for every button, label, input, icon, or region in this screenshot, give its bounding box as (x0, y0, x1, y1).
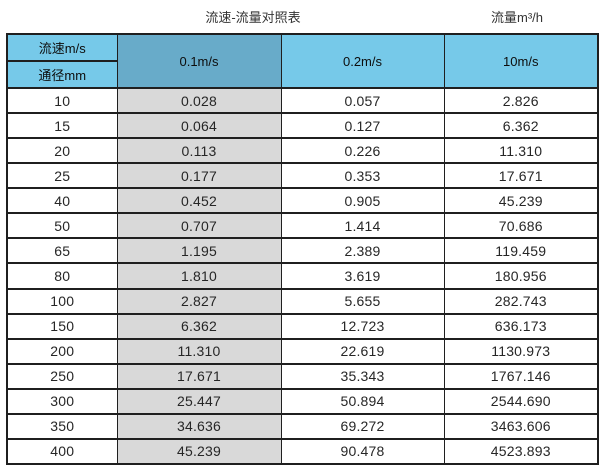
flow-10ms-cell: 70.686 (443, 212, 599, 240)
flow-0-1ms-cell: 45.239 (116, 437, 282, 466)
header-col-10ms: 10m/s (443, 33, 599, 89)
table-row: 150 6.362 12.723 636.173 (6, 312, 599, 340)
diameter-cell: 80 (6, 262, 118, 290)
flow-unit-label: 流量m³/h (490, 10, 544, 25)
table-title: 流速-流量对照表 (205, 10, 301, 25)
flow-0-2ms-cell: 90.478 (280, 437, 445, 466)
table-row: 40 0.452 0.905 45.239 (6, 187, 599, 215)
flow-0-2ms-cell: 3.619 (280, 262, 445, 290)
flow-10ms-cell: 6.362 (443, 112, 599, 140)
flow-0-2ms-cell: 35.343 (280, 362, 445, 390)
table-body: 10 0.028 0.057 2.826 15 0.064 0.127 6.362 20 0.11… (6, 86, 599, 466)
flow-0-2ms-cell: 22.619 (280, 337, 445, 365)
flow-0-1ms-cell: 1.810 (116, 262, 282, 290)
flow-0-2ms-cell: 50.894 (280, 387, 445, 415)
diameter-cell: 65 (6, 237, 118, 265)
diameter-cell: 25 (6, 162, 118, 190)
diameter-cell: 15 (6, 112, 118, 140)
flow-0-1ms-cell: 6.362 (116, 312, 282, 340)
table-row: 200 11.310 22.619 1130.973 (6, 337, 599, 365)
flow-0-1ms-cell: 0.113 (116, 137, 282, 165)
diameter-cell: 100 (6, 287, 118, 315)
header-col-0-1ms: 0.1m/s (116, 33, 282, 89)
flow-0-2ms-cell: 12.723 (280, 312, 445, 340)
table-row: 65 1.195 2.389 119.459 (6, 237, 599, 265)
flow-0-2ms-cell: 5.655 (280, 287, 445, 315)
header-row-diameter: 通径mm (6, 60, 598, 89)
table-row: 10 0.028 0.057 2.826 (6, 86, 599, 115)
flow-0-1ms-cell: 0.452 (116, 187, 282, 215)
flow-0-2ms-cell: 0.226 (280, 137, 445, 165)
flow-0-1ms-cell: 0.064 (116, 112, 282, 140)
flow-10ms-cell: 2.826 (443, 86, 599, 115)
table-row: 100 2.827 5.655 282.743 (6, 287, 599, 315)
header-col-0-2ms: 0.2m/s (280, 33, 445, 89)
flow-0-1ms-cell: 0.028 (116, 86, 282, 115)
table-row: 80 1.810 3.619 180.956 (6, 262, 599, 290)
flow-10ms-cell: 17.671 (443, 162, 599, 190)
flow-10ms-cell: 180.956 (443, 262, 599, 290)
table-row: 300 25.447 50.894 2544.690 (6, 387, 599, 415)
table-header: 流速m/s 0.1m/s 0.2m/s 10m/s 通径mm (6, 33, 599, 89)
flow-0-1ms-cell: 11.310 (116, 337, 282, 365)
diameter-cell: 20 (6, 137, 118, 165)
flow-0-2ms-cell: 0.127 (280, 112, 445, 140)
table-row: 250 17.671 35.343 1767.146 (6, 362, 599, 390)
diameter-cell: 200 (6, 337, 118, 365)
table-row: 20 0.113 0.226 11.310 (6, 137, 599, 165)
flow-0-2ms-cell: 69.272 (280, 412, 445, 440)
table-row: 350 34.636 69.272 3463.606 (6, 412, 599, 440)
table-row: 50 0.707 1.414 70.686 (6, 212, 599, 240)
diameter-cell: 250 (6, 362, 118, 390)
flow-10ms-cell: 1130.973 (443, 337, 599, 365)
diameter-cell: 40 (6, 187, 118, 215)
flow-0-1ms-cell: 0.707 (116, 212, 282, 240)
table-row: 25 0.177 0.353 17.671 (6, 162, 599, 190)
flow-10ms-cell: 1767.146 (443, 362, 599, 390)
flow-10ms-cell: 3463.606 (443, 412, 599, 440)
diameter-cell: 400 (6, 437, 118, 466)
flow-10ms-cell: 4523.893 (443, 437, 599, 466)
flow-velocity-table: 流速m/s 0.1m/s 0.2m/s 10m/s 通径mm 10 0.028 0.… (6, 33, 599, 466)
flow-10ms-cell: 119.459 (443, 237, 599, 265)
header-diameter-label: 通径mm (6, 60, 118, 89)
flow-0-1ms-cell: 17.671 (116, 362, 282, 390)
flow-10ms-cell: 11.310 (443, 137, 599, 165)
flow-0-2ms-cell: 0.905 (280, 187, 445, 215)
flow-0-1ms-cell: 25.447 (116, 387, 282, 415)
diameter-cell: 10 (6, 86, 118, 115)
flow-0-2ms-cell: 2.389 (280, 237, 445, 265)
table-row: 400 45.239 90.478 4523.893 (6, 437, 599, 466)
diameter-cell: 150 (6, 312, 118, 340)
flow-10ms-cell: 2544.690 (443, 387, 599, 415)
flow-0-2ms-cell: 0.353 (280, 162, 445, 190)
flow-0-1ms-cell: 0.177 (116, 162, 282, 190)
diameter-cell: 50 (6, 212, 118, 240)
flow-0-1ms-cell: 1.195 (116, 237, 282, 265)
flow-0-1ms-cell: 2.827 (116, 287, 282, 315)
diameter-cell: 300 (6, 387, 118, 415)
flow-0-2ms-cell: 0.057 (280, 86, 445, 115)
header-row-velocity: 流速m/s 0.1m/s 0.2m/s 10m/s (6, 33, 599, 89)
flow-10ms-cell: 636.173 (443, 312, 599, 340)
flow-0-2ms-cell: 1.414 (280, 212, 445, 240)
flow-10ms-cell: 282.743 (443, 287, 599, 315)
flow-0-1ms-cell: 34.636 (116, 412, 282, 440)
flow-10ms-cell: 45.239 (443, 187, 599, 215)
table-row: 15 0.064 0.127 6.362 (6, 112, 599, 140)
header-velocity-label: 流速m/s (6, 33, 118, 62)
diameter-cell: 350 (6, 412, 118, 440)
